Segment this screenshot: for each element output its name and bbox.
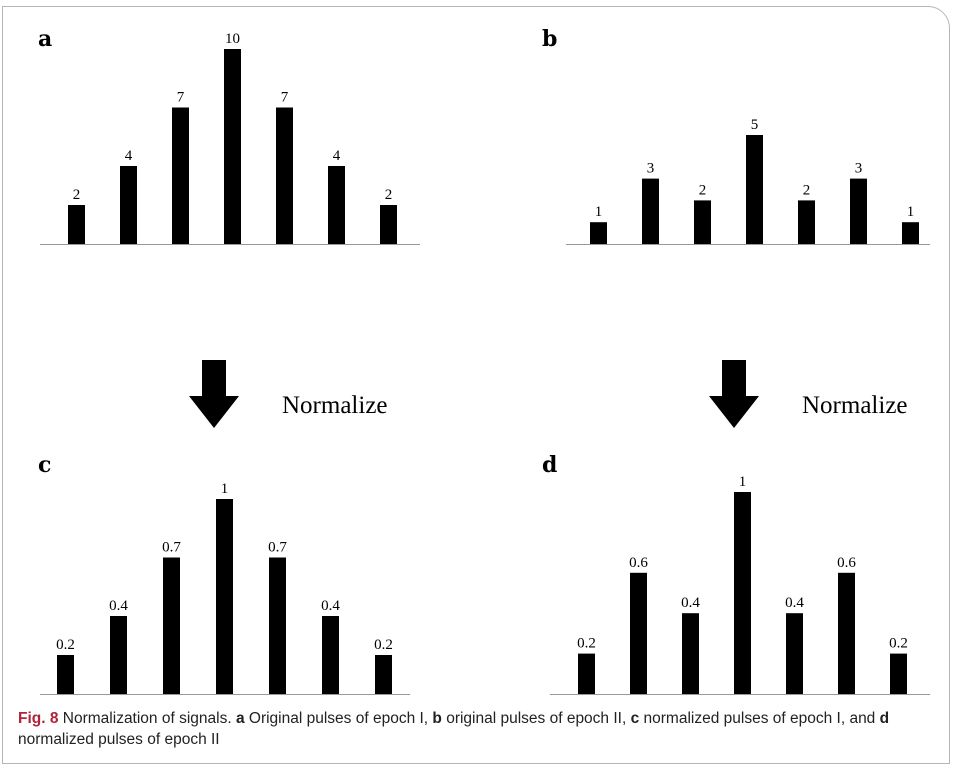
bar-value-label: 0.2 (577, 636, 596, 652)
caption-letter-a: a (235, 710, 245, 727)
figure-caption: Fig. 8 Normalization of signals. a Origi… (18, 708, 938, 750)
normalize-arrow-left: Normalize (189, 360, 388, 428)
bar-value-label: 7 (177, 90, 185, 106)
bar (682, 613, 699, 694)
bar (850, 178, 867, 244)
figure-label: Fig. 8 (18, 710, 59, 727)
bar-value-label: 4 (125, 148, 133, 164)
bar-value-label: 2 (73, 187, 81, 203)
bar-value-label: 0.4 (681, 595, 700, 611)
bar (786, 613, 803, 694)
bar-value-label: 0.6 (629, 555, 648, 571)
bar (642, 178, 659, 244)
down-arrow-icon (709, 360, 759, 428)
bar-value-label: 5 (751, 117, 759, 133)
bar-value-label: 2 (699, 182, 707, 198)
bar (322, 616, 339, 694)
bar (746, 135, 763, 244)
panel-a: a 2 4 7 10 7 4 2 (38, 26, 420, 245)
bar-value-label: 0.7 (268, 540, 287, 556)
bar (163, 557, 180, 694)
normalize-arrow-right: Normalize (709, 360, 908, 428)
bar (68, 205, 85, 244)
caption-letter-c: c (630, 710, 640, 727)
panel-letter-b: b (542, 26, 557, 52)
bar (328, 166, 345, 244)
bar-value-label: 0.2 (374, 637, 393, 653)
bar (57, 655, 74, 694)
caption-title: Normalization of signals. (62, 710, 232, 727)
bar-value-label: 1 (221, 481, 229, 497)
bar (276, 107, 293, 244)
bar-value-label: 1 (595, 204, 603, 220)
bar (578, 653, 595, 694)
bar-value-label: 0.6 (837, 555, 856, 571)
normalize-label-left: Normalize (282, 392, 388, 419)
bar-value-label: 0.2 (56, 637, 75, 653)
bar-value-label: 3 (647, 161, 655, 177)
bar-value-label: 2 (803, 182, 811, 198)
panel-b: b 1 3 2 5 2 3 1 (542, 26, 930, 245)
bar-value-label: 0.4 (321, 598, 340, 614)
bar-value-label: 0.4 (785, 595, 804, 611)
caption-text-b: original pulses of epoch II, (441, 710, 631, 727)
panel-letter-d: d (542, 452, 557, 478)
bar-value-label: 1 (907, 204, 915, 220)
bar-value-label: 7 (281, 90, 289, 106)
bar (902, 222, 919, 244)
bar (734, 492, 751, 694)
bar (798, 200, 815, 244)
bar (375, 655, 392, 694)
bar (890, 653, 907, 694)
bar-value-label: 10 (225, 31, 240, 47)
bar (590, 222, 607, 244)
panel-d: d 0.2 0.6 0.4 1 0.4 0.6 0.2 (542, 452, 930, 695)
down-arrow-icon (189, 360, 239, 428)
normalize-label-right: Normalize (802, 392, 908, 419)
bar-value-label: 0.4 (109, 598, 128, 614)
caption-text-a: Original pulses of epoch I, (244, 710, 433, 727)
panel-letter-a: a (38, 26, 52, 52)
bar (838, 572, 855, 694)
caption-text-c: normalized pulses of epoch I, and (639, 710, 880, 727)
bar-value-label: 0.7 (162, 540, 181, 556)
caption-text-d: normalized pulses of epoch II (18, 731, 220, 748)
panel-c: c 0.2 0.4 0.7 1 0.7 0.4 0.2 (38, 452, 410, 695)
bar (224, 49, 241, 244)
bar-value-label: 1 (739, 474, 747, 490)
bar-value-label: 0.2 (889, 636, 908, 652)
bar (172, 107, 189, 244)
bar (630, 572, 647, 694)
panel-letter-c: c (38, 452, 51, 478)
bar (694, 200, 711, 244)
bar (380, 205, 397, 244)
bar (120, 166, 137, 244)
bar (216, 499, 233, 694)
bar-value-label: 2 (385, 187, 393, 203)
bar (269, 557, 286, 694)
caption-letter-d: d (879, 710, 890, 727)
bar-value-label: 3 (855, 161, 863, 177)
caption-letter-b: b (432, 710, 442, 727)
bar-value-label: 4 (333, 148, 341, 164)
bar (110, 616, 127, 694)
